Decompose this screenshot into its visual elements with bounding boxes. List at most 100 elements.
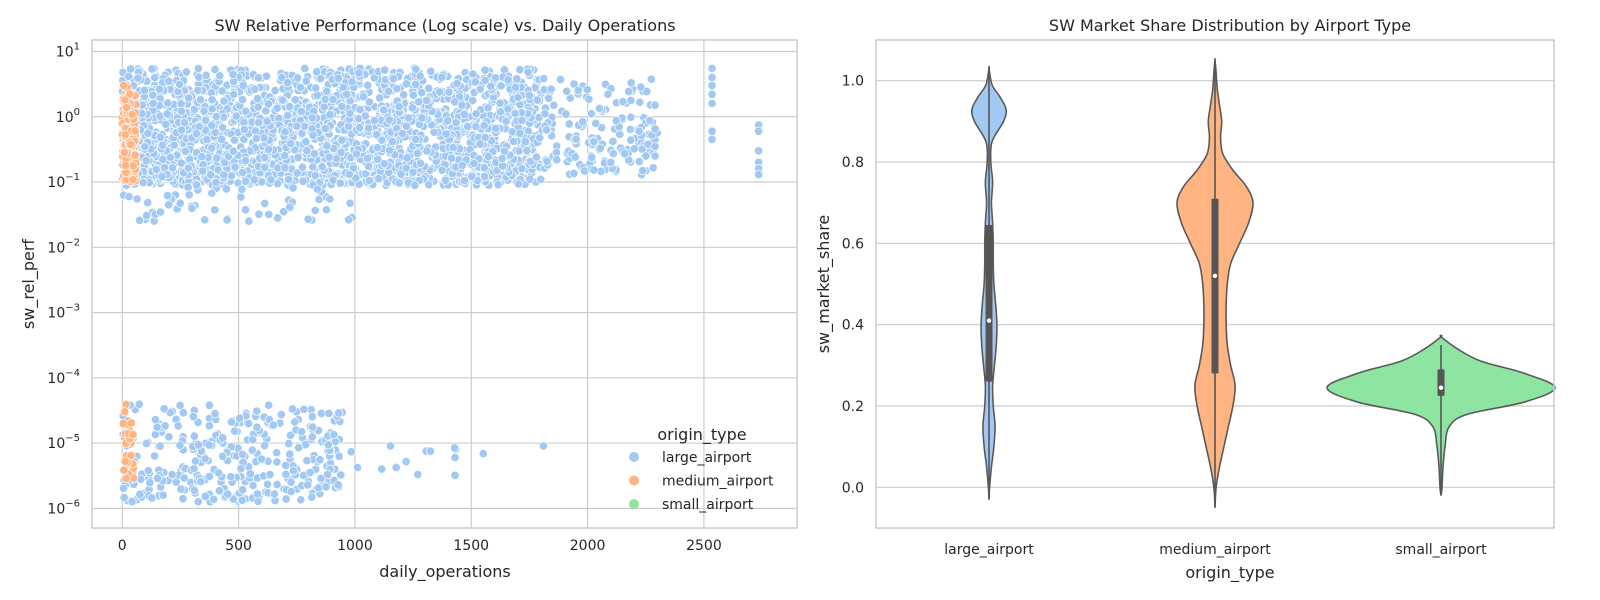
scatter-point-large_airport	[320, 94, 330, 104]
scatter-point-large_airport	[180, 146, 190, 156]
legend-label-small_airport: small_airport	[662, 497, 754, 513]
scatter-point-large_airport	[650, 151, 660, 161]
scatter-point-large_airport	[344, 169, 354, 179]
scatter-point-large_airport	[164, 432, 174, 442]
scatter-point-large_airport	[299, 404, 309, 414]
scatter-point-large_airport	[394, 102, 404, 112]
scatter-point-large_airport	[207, 188, 217, 198]
scatter-point-large_airport	[360, 111, 370, 121]
scatter-point-large_airport	[209, 494, 219, 504]
scatter-point-large_airport	[325, 110, 335, 120]
scatter-point-large_airport	[297, 162, 308, 172]
scatter-point-medium_airport	[119, 465, 129, 475]
scatter-point-large_airport	[457, 160, 467, 170]
scatter-y-ticks: 10−6 10−5 10−4 10−3 10−2 10−1 100 101	[47, 41, 80, 517]
scatter-point-large_airport	[479, 120, 489, 130]
scatter-point-large_airport	[139, 85, 149, 95]
scatter-point-large_airport	[478, 449, 488, 459]
scatter-point-large_airport	[543, 93, 554, 103]
scatter-point-large_airport	[634, 126, 644, 136]
scatter-point-large_airport	[307, 412, 317, 422]
scatter-point-large_airport	[196, 477, 206, 487]
scatter-point-large_airport	[218, 433, 228, 443]
scatter-point-large_airport	[177, 125, 187, 135]
scatter-point-large_airport	[140, 142, 150, 152]
scatter-y-label: sw_rel_perf	[19, 239, 39, 330]
scatter-point-large_airport	[301, 137, 311, 147]
scatter-y-tick-label: 10−1	[47, 172, 80, 191]
scatter-point-large_airport	[292, 168, 302, 178]
scatter-point-large_airport	[325, 194, 335, 204]
scatter-point-large_airport	[217, 86, 227, 96]
scatter-point-large_airport	[297, 427, 307, 437]
scatter-point-large_airport	[650, 100, 660, 110]
scatter-point-large_airport	[293, 73, 303, 83]
scatter-point-large_airport	[272, 103, 282, 113]
scatter-point-large_airport	[638, 166, 648, 176]
scatter-point-large_airport	[124, 71, 134, 81]
scatter-point-large_airport	[358, 92, 369, 102]
scatter-point-large_airport	[517, 164, 527, 174]
scatter-point-large_airport	[603, 89, 613, 99]
scatter-point-large_airport	[410, 180, 420, 190]
scatter-point-large_airport	[578, 117, 588, 127]
scatter-point-large_airport	[364, 176, 374, 186]
scatter-point-large_airport	[268, 420, 278, 430]
scatter-point-large_airport	[320, 124, 330, 134]
scatter-point-large_airport	[285, 430, 296, 440]
violin-median-small_airport	[1438, 385, 1444, 390]
scatter-point-large_airport	[150, 451, 160, 461]
scatter-point-large_airport	[238, 167, 248, 178]
scatter-point-large_airport	[167, 470, 177, 480]
scatter-point-large_airport	[335, 178, 345, 188]
scatter-point-large_airport	[589, 165, 599, 175]
scatter-point-large_airport	[148, 90, 158, 100]
scatter-point-large_airport	[546, 84, 556, 94]
scatter-point-large_airport	[167, 163, 178, 173]
scatter-point-large_airport	[507, 127, 517, 137]
scatter-point-large_airport	[707, 89, 717, 99]
violin-y-tick-label: 0.4	[842, 318, 864, 334]
violin-title: SW Market Share Distribution by Airport …	[1049, 16, 1411, 35]
scatter-point-large_airport	[179, 473, 189, 483]
scatter-point-large_airport	[483, 103, 493, 113]
scatter-point-large_airport	[552, 155, 562, 165]
scatter-point-large_airport	[319, 102, 329, 112]
scatter-point-large_airport	[148, 98, 158, 109]
scatter-point-large_airport	[197, 152, 207, 162]
scatter-point-large_airport	[479, 163, 489, 173]
scatter-point-large_airport	[286, 139, 296, 149]
scatter-point-large_airport	[204, 421, 215, 431]
scatter-point-large_airport	[228, 146, 238, 156]
scatter-point-large_airport	[143, 466, 153, 476]
scatter-point-large_airport	[193, 440, 203, 450]
scatter-point-large_airport	[272, 457, 282, 467]
scatter-point-large_airport	[254, 118, 264, 128]
scatter-point-large_airport	[219, 170, 229, 180]
scatter-point-large_airport	[333, 480, 343, 490]
scatter-point-large_airport	[413, 470, 423, 480]
scatter-point-large_airport	[236, 192, 246, 202]
scatter-point-medium_airport	[126, 418, 136, 428]
scatter-point-large_airport	[363, 161, 374, 171]
scatter-point-large_airport	[287, 404, 297, 414]
scatter-point-medium_airport	[120, 160, 130, 170]
scatter-point-medium_airport	[119, 147, 129, 157]
scatter-point-large_airport	[385, 441, 396, 451]
scatter-point-medium_airport	[120, 130, 130, 140]
scatter-point-large_airport	[237, 449, 248, 459]
scatter-point-large_airport	[184, 93, 194, 103]
scatter-point-large_airport	[218, 451, 228, 461]
scatter-point-large_airport	[155, 84, 165, 94]
scatter-point-large_airport	[415, 71, 425, 81]
scatter-point-large_airport	[280, 151, 290, 161]
scatter-point-large_airport	[256, 454, 267, 464]
scatter-point-large_airport	[272, 448, 282, 458]
violin-x-tick-label: large_airport	[944, 542, 1034, 558]
scatter-point-large_airport	[562, 86, 572, 96]
scatter-point-large_airport	[236, 464, 246, 474]
scatter-point-large_airport	[571, 134, 581, 144]
scatter-point-large_airport	[285, 102, 295, 112]
scatter-point-large_airport	[204, 471, 214, 481]
